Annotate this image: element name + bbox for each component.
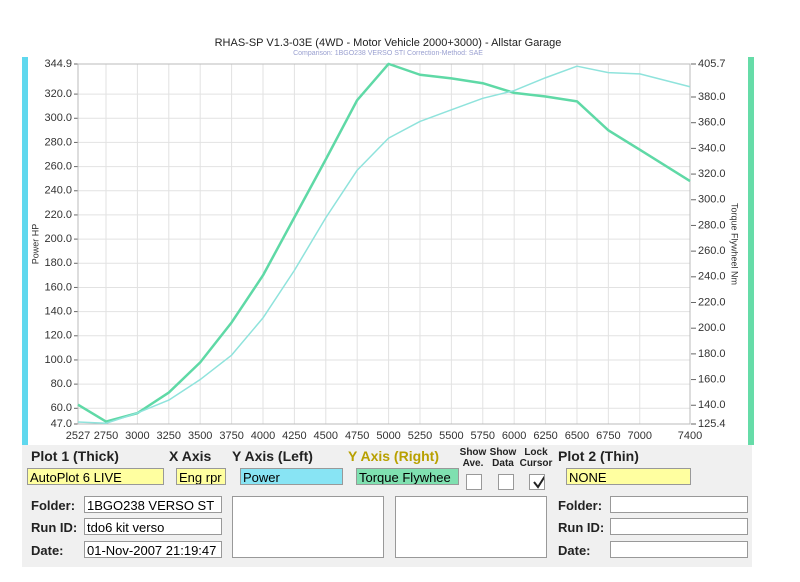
y2-tick-label: 405.7 <box>698 58 726 70</box>
x-tick-label: 4750 <box>345 430 369 442</box>
y2-tick-label: 260.0 <box>698 245 726 257</box>
plot1-field[interactable]: AutoPlot 6 LIVE <box>27 468 164 485</box>
plot2-label: Plot 2 (Thin) <box>558 448 639 464</box>
y2-tick-label: 180.0 <box>698 348 726 360</box>
plot2-field[interactable]: NONE <box>566 468 691 485</box>
y2-tick-label: 320.0 <box>698 168 726 180</box>
y-tick-label: 120.0 <box>44 330 72 342</box>
y-tick-label: 200.0 <box>44 233 72 245</box>
y-tick-label: 280.0 <box>44 136 72 148</box>
y-right-field[interactable]: Torque Flywhee <box>356 468 459 485</box>
y2-tick-label: 160.0 <box>698 373 726 385</box>
x-tick-label: 5500 <box>439 430 463 442</box>
date-label: Date: <box>558 543 591 558</box>
notes-box[interactable] <box>395 496 547 558</box>
date-label: Date: <box>31 543 64 558</box>
x-tick-label: 7400 <box>678 430 702 442</box>
folder-label: Folder: <box>558 498 603 513</box>
y-tick-label: 180.0 <box>44 257 72 269</box>
show-data-label: Show Data <box>489 447 517 469</box>
x-tick-label: 5750 <box>471 430 495 442</box>
x-axis-label: X Axis <box>169 448 212 464</box>
y2-tick-label: 360.0 <box>698 117 726 129</box>
y-tick-label: 140.0 <box>44 306 72 318</box>
x-tick-label: 6000 <box>502 430 526 442</box>
plot1-label: Plot 1 (Thick) <box>31 448 119 464</box>
folder-field[interactable]: 1BGO238 VERSO ST <box>84 496 222 513</box>
y-tick-label: 320.0 <box>44 88 72 100</box>
y-left-label: Y Axis (Left) <box>232 448 313 464</box>
y-tick-label: 240.0 <box>44 185 72 197</box>
x-tick-label: 3000 <box>125 430 149 442</box>
check-mark <box>533 475 544 489</box>
y2-tick-label: 240.0 <box>698 271 726 283</box>
x-tick-label: 2750 <box>94 430 118 442</box>
x-tick-label: 5000 <box>376 430 400 442</box>
chart: RHAS-SP V1.3-03E (4WD - Motor Vehicle 20… <box>22 37 754 445</box>
y-tick-label: 260.0 <box>44 161 72 173</box>
x-tick-label: 3500 <box>188 430 212 442</box>
lock-cursor-checkbox[interactable] <box>529 474 545 490</box>
run-id-field[interactable]: tdo6 kit verso <box>84 518 222 535</box>
y-tick-label: 300.0 <box>44 112 72 124</box>
y-tick-label: 80.0 <box>51 378 72 390</box>
y-axis-label: Power HP <box>30 224 40 265</box>
x-tick-label: 4250 <box>282 430 306 442</box>
y2-tick-label: 200.0 <box>698 322 726 334</box>
y-tick-label: 60.0 <box>51 402 72 414</box>
chart-title: RHAS-SP V1.3-03E (4WD - Motor Vehicle 20… <box>215 37 562 49</box>
date-field[interactable]: 01-Nov-2007 21:19:47 <box>84 541 222 558</box>
lock-cursor-label: Lock Cursor <box>519 447 553 469</box>
y2-axis-label: Torque Flywheel Nm <box>730 203 740 285</box>
y-tick-label: 220.0 <box>44 209 72 221</box>
folder-label: Folder: <box>31 498 76 513</box>
y2-tick-label: 340.0 <box>698 142 726 154</box>
y-tick-label: 100.0 <box>44 354 72 366</box>
run-id-label: Run ID: <box>558 520 605 535</box>
y-tick-label: 344.9 <box>44 58 72 70</box>
plot-frame <box>77 63 691 425</box>
x-tick-label: 6250 <box>533 430 557 442</box>
y2-tick-label: 220.0 <box>698 296 726 308</box>
y2-tick-label: 300.0 <box>698 194 726 206</box>
series-line <box>77 62 691 423</box>
x-axis-field[interactable]: Eng rpr <box>176 468 226 485</box>
y2-tick-label: 380.0 <box>698 91 726 103</box>
run-id-label: Run ID: <box>31 520 78 535</box>
x-tick-label: 2527 <box>66 430 90 442</box>
series-line <box>77 65 691 424</box>
x-tick-label: 4500 <box>314 430 338 442</box>
y2-tick-label: 280.0 <box>698 219 726 231</box>
y2-tick-label: 125.4 <box>698 418 726 430</box>
x-tick-label: 6500 <box>565 430 589 442</box>
x-tick-label: 5250 <box>408 430 432 442</box>
show-ave-label: Show Ave. <box>459 447 487 469</box>
x-tick-label: 3750 <box>219 430 243 442</box>
y-right-label: Y Axis (Right) <box>348 448 440 464</box>
y-tick-label: 47.0 <box>51 418 72 430</box>
x-tick-label: 7000 <box>628 430 652 442</box>
x-tick-label: 3250 <box>157 430 181 442</box>
y2-tick-label: 140.0 <box>698 399 726 411</box>
show-data-checkbox[interactable] <box>498 474 514 490</box>
date-field[interactable] <box>610 541 748 558</box>
right-bar <box>748 57 754 445</box>
folder-field[interactable] <box>610 496 748 513</box>
x-tick-label: 4000 <box>251 430 275 442</box>
check-mark <box>533 475 544 489</box>
show-ave-checkbox[interactable] <box>466 474 482 490</box>
run-id-field[interactable] <box>610 518 748 535</box>
y-tick-label: 160.0 <box>44 281 72 293</box>
left-bar <box>22 57 28 445</box>
notes-box[interactable] <box>232 496 384 558</box>
x-tick-label: 6750 <box>596 430 620 442</box>
y-left-field[interactable]: Power <box>240 468 343 485</box>
chart-subtitle: Comparison: 1BGO238 VERSO STI Correction… <box>293 50 483 57</box>
